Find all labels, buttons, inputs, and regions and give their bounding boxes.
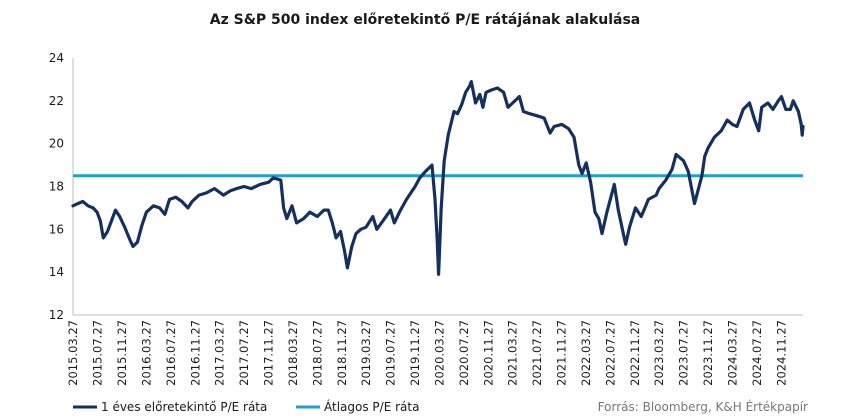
x-tick-label: 2018.03.27 xyxy=(286,320,300,386)
x-tick-label: 2016.11.27 xyxy=(189,320,203,386)
x-tick-label: 2021.07.27 xyxy=(530,320,544,386)
x-tick-label: 2017.03.27 xyxy=(213,320,227,386)
x-tick-label: 2023.03.27 xyxy=(652,320,666,386)
source-note: Forrás: Bloomberg, K&H Értékpapír xyxy=(598,399,808,414)
series-line-pe-ratio xyxy=(71,79,805,276)
x-tick-label: 2020.07.27 xyxy=(457,320,471,386)
y-tick-label: 20 xyxy=(49,137,64,151)
y-tick-label: 16 xyxy=(49,222,64,236)
x-axis: 2015.03.27 2015.07.27 2015.11.27 2016.03.27… xyxy=(66,314,803,386)
y-tick-label: 22 xyxy=(49,94,64,108)
x-tick-label: 2022.03.27 xyxy=(579,320,593,386)
legend-label-pe-ratio: 1 éves előretekintő P/E ráta xyxy=(101,400,267,414)
x-tick-label: 2018.11.27 xyxy=(335,320,349,386)
x-tick-label: 2019.03.27 xyxy=(359,320,373,386)
legend-label-average-pe: Átlagos P/E ráta xyxy=(324,399,419,414)
x-tick-label: 2020.11.27 xyxy=(482,320,496,386)
x-tick-label: 2018.07.27 xyxy=(310,320,324,386)
y-tick-label: 18 xyxy=(49,180,64,194)
x-tick-label: 2017.11.27 xyxy=(262,320,276,386)
x-tick-label: 2015.03.27 xyxy=(66,320,80,386)
y-tick-label: 12 xyxy=(49,308,64,322)
x-tick-label: 2019.11.27 xyxy=(408,320,422,386)
x-tick-label: 2015.11.27 xyxy=(115,320,129,386)
x-tick-label: 2024.11.27 xyxy=(775,320,789,386)
series-layer xyxy=(71,79,805,276)
x-tick-label: 2023.07.27 xyxy=(676,320,690,386)
y-tick-label: 14 xyxy=(49,265,64,279)
x-tick-label: 2016.03.27 xyxy=(139,320,153,386)
y-tick-label: 24 xyxy=(49,51,64,65)
x-tick-label: 2024.07.27 xyxy=(750,320,764,386)
x-tick-label: 2022.11.27 xyxy=(628,320,642,386)
x-tick-label: 2023.11.27 xyxy=(701,320,715,386)
y-axis: 24 22 20 18 16 14 12 xyxy=(49,51,74,322)
x-tick-label: 2016.07.27 xyxy=(164,320,178,386)
x-tick-label: 2017.07.27 xyxy=(237,320,251,386)
x-tick-label: 2024.03.27 xyxy=(725,320,739,386)
chart-title: Az S&P 500 index előretekintő P/E rátájá… xyxy=(210,12,640,28)
x-tick-label: 2021.03.27 xyxy=(506,320,520,386)
x-tick-label: 2015.07.27 xyxy=(90,320,104,386)
x-tick-label: 2019.07.27 xyxy=(383,320,397,386)
x-tick-label: 2021.11.27 xyxy=(555,320,569,386)
x-tick-label: 2020.03.27 xyxy=(432,320,446,386)
x-tick-label: 2022.07.27 xyxy=(603,320,617,386)
legend: 1 éves előretekintő P/E ráta Átlagos P/E… xyxy=(73,399,419,414)
